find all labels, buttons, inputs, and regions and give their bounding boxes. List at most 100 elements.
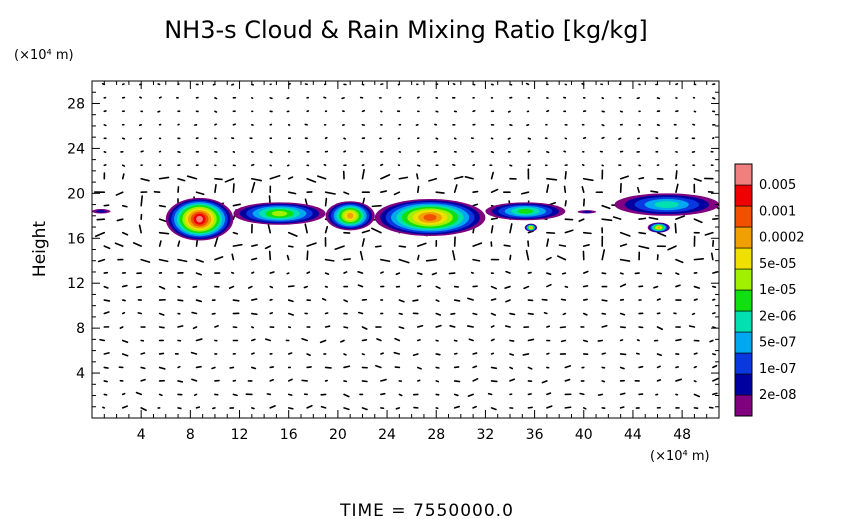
wind-vector [490,225,494,234]
wind-vector [453,184,458,194]
wind-vector [638,245,650,250]
wind-vector [466,325,474,328]
wind-vector [269,378,274,382]
wind-vector [693,365,697,369]
wind-vector [398,245,407,248]
wind-vector [114,242,124,247]
wind-vector [416,164,421,167]
wind-vector [431,272,438,276]
wind-vector [231,253,235,261]
wind-vector [416,242,427,247]
wind-vector [103,311,110,315]
wind-vector [472,109,476,113]
wind-vector [177,240,181,247]
y-axis-unit: (×10⁴ m) [14,48,74,63]
wind-vector [619,406,625,409]
wind-vector [97,258,106,263]
x-tick-label: 44 [624,427,642,443]
wind-vector [212,407,216,410]
wind-vector [435,299,440,302]
wind-vector [638,365,644,369]
wind-vector [317,175,327,180]
wind-vector [158,258,169,263]
wind-vector [267,224,272,234]
wind-vector [709,339,714,343]
wind-vector [582,298,588,301]
wind-vector [691,312,696,316]
wind-vector [264,245,272,250]
wind-vector [648,216,659,220]
wind-vector [449,325,456,328]
colorbar-swatch [734,289,753,312]
wind-vector [361,339,368,342]
wind-vector [635,352,640,355]
colorbar-label: 2e-06 [759,309,797,324]
wind-vector [359,250,364,261]
wind-vector [656,353,662,357]
wind-vector [266,393,272,396]
wind-vector [416,272,423,275]
wind-vector [303,285,308,289]
wind-vector [158,218,167,223]
wind-vector [675,284,681,288]
y-tick-label: 16 [67,231,85,247]
wind-vector [428,177,438,182]
wind-vector [94,231,106,238]
wind-vector [306,271,311,274]
wind-vector [619,231,631,237]
time-label: TIME = 7550000.0 [339,501,514,519]
wind-vector [190,351,198,355]
wind-vector [490,366,498,370]
wind-vector [286,254,290,261]
wind-vector [619,283,627,288]
wind-vector [578,218,585,222]
wind-vector [304,223,308,234]
wind-vector [712,392,718,396]
wind-vector [564,200,567,207]
wind-vector [490,217,498,220]
wind-vector [251,244,258,247]
cloud-contours [92,193,719,241]
wind-vector [472,405,477,409]
wind-vector [251,312,258,316]
wind-vector [121,137,126,140]
wind-vector [560,339,567,343]
wind-vector [195,406,201,409]
wind-vector [564,378,571,382]
x-tick-label: 24 [378,427,396,443]
wind-vector [582,231,592,235]
wind-vector [343,393,350,398]
cloud-contour-level [657,226,661,229]
wind-vector [186,175,198,180]
wind-vector [601,204,611,210]
wind-vector [527,137,532,140]
wind-vector [601,97,605,100]
wind-vector [177,365,181,369]
wind-vector [597,393,604,396]
cloud-layer [325,201,375,231]
wind-vector [228,285,235,289]
x-axis: 4 8 12 16 20 24 28 32 36 40 44 48 [103,81,708,443]
wind-vector [177,299,184,302]
wind-vector [710,252,714,261]
wind-vector [195,365,202,369]
wind-vector [560,298,567,301]
wind-vector [453,299,461,302]
wind-vector [320,405,327,409]
wind-vector [211,366,216,370]
wind-vector [287,407,294,410]
wind-vector [232,203,241,207]
wind-vector [546,272,552,276]
wind-vector [195,338,203,342]
wind-vector [193,393,198,396]
wind-vector [693,352,698,355]
wind-vector [251,163,255,167]
wind-vector [269,405,276,409]
wind-vector [232,123,236,126]
wind-vector [693,298,698,301]
wind-vector [490,188,499,194]
wind-vector [582,285,589,288]
plot-area [91,80,720,419]
wind-vector [140,195,143,207]
wind-vector [509,223,513,234]
